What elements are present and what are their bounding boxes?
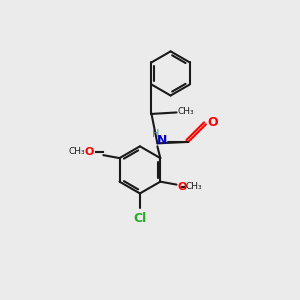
- Text: H: H: [152, 129, 159, 139]
- Text: CH₃: CH₃: [177, 107, 194, 116]
- Text: CH₃: CH₃: [68, 147, 85, 156]
- Text: N: N: [157, 134, 168, 147]
- Text: CH₃: CH₃: [186, 182, 202, 191]
- Text: Cl: Cl: [133, 212, 146, 225]
- Text: O: O: [207, 116, 218, 129]
- Text: O: O: [85, 147, 94, 157]
- Text: O: O: [177, 182, 187, 192]
